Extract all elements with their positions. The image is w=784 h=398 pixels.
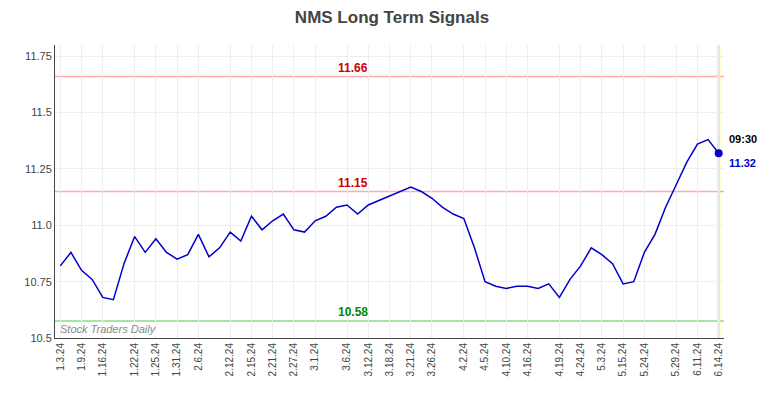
svg-text:1.3.24: 1.3.24: [55, 343, 66, 371]
svg-text:5.29.24: 5.29.24: [670, 343, 681, 377]
svg-text:6.14.24: 6.14.24: [713, 343, 724, 377]
svg-text:11.5: 11.5: [31, 106, 52, 118]
svg-text:11.66: 11.66: [338, 61, 368, 75]
svg-text:11.15: 11.15: [338, 176, 368, 190]
svg-text:3.12.24: 3.12.24: [363, 343, 374, 377]
svg-text:11.32: 11.32: [729, 157, 756, 169]
svg-text:1.25.24: 1.25.24: [150, 343, 161, 377]
svg-text:11.25: 11.25: [25, 163, 52, 175]
svg-text:3.1.24: 3.1.24: [309, 343, 320, 371]
svg-text:09:30: 09:30: [729, 133, 757, 145]
svg-text:NMS Long Term Signals: NMS Long Term Signals: [295, 8, 489, 27]
svg-text:11.0: 11.0: [31, 219, 52, 231]
svg-text:10.58: 10.58: [338, 305, 368, 319]
svg-text:4.24.24: 4.24.24: [575, 343, 586, 377]
svg-text:2.21.24: 2.21.24: [267, 343, 278, 377]
svg-text:4.19.24: 4.19.24: [554, 343, 565, 377]
svg-text:2.15.24: 2.15.24: [246, 343, 257, 377]
svg-text:3.18.24: 3.18.24: [384, 343, 395, 377]
svg-text:1.9.24: 1.9.24: [76, 343, 87, 371]
svg-text:10.5: 10.5: [30, 332, 51, 344]
svg-text:4.2.24: 4.2.24: [458, 343, 469, 371]
svg-text:1.22.24: 1.22.24: [129, 343, 140, 377]
svg-text:3.26.24: 3.26.24: [426, 343, 437, 377]
svg-text:5.15.24: 5.15.24: [617, 343, 628, 377]
svg-text:6.11.24: 6.11.24: [692, 343, 703, 376]
svg-text:5.3.24: 5.3.24: [596, 343, 607, 371]
svg-text:3.6.24: 3.6.24: [341, 343, 352, 371]
svg-text:2.6.24: 2.6.24: [193, 343, 204, 371]
svg-text:4.16.24: 4.16.24: [522, 343, 533, 377]
svg-text:2.12.24: 2.12.24: [224, 343, 235, 377]
svg-text:10.75: 10.75: [24, 276, 52, 288]
svg-text:5.24.24: 5.24.24: [639, 343, 650, 377]
svg-text:1.31.24: 1.31.24: [171, 343, 182, 377]
svg-text:11.75: 11.75: [25, 50, 52, 62]
svg-text:2.27.24: 2.27.24: [288, 343, 299, 377]
svg-text:4.5.24: 4.5.24: [479, 343, 490, 371]
svg-text:Stock Traders Daily: Stock Traders Daily: [60, 323, 157, 335]
svg-text:4.10.24: 4.10.24: [501, 343, 512, 377]
svg-text:3.21.24: 3.21.24: [405, 343, 416, 377]
svg-text:1.16.24: 1.16.24: [97, 343, 108, 377]
